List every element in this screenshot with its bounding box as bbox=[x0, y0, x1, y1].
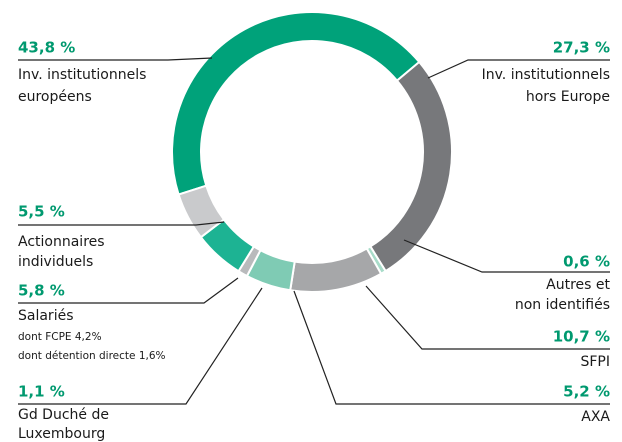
donut-segment bbox=[171, 11, 421, 196]
segment-label: Actionnaires bbox=[18, 234, 105, 250]
segment-label: Inv. institutionnels bbox=[18, 67, 146, 83]
donut-segment bbox=[289, 247, 383, 293]
segment-label: hors Europe bbox=[526, 89, 610, 105]
value-label: 5,2 % bbox=[563, 383, 610, 401]
segment-detail: dont détention directe 1,6% bbox=[18, 350, 166, 362]
segment-label: Gd Duché de bbox=[18, 407, 109, 423]
segment-label: Luxembourg bbox=[18, 426, 105, 442]
leader-line bbox=[365, 285, 610, 350]
segment-label: Autres et bbox=[546, 277, 610, 293]
segment-label: non identifiés bbox=[515, 297, 610, 313]
segment-label: individuels bbox=[18, 254, 93, 270]
value-label: 0,6 % bbox=[563, 253, 610, 271]
donut-segment bbox=[368, 60, 453, 273]
segment-label: SFPI bbox=[580, 354, 610, 370]
leader-line bbox=[293, 290, 610, 405]
segment-label: européens bbox=[18, 89, 92, 105]
leader-line bbox=[18, 57, 213, 61]
leader-line bbox=[18, 287, 263, 405]
segment-label: Salariés bbox=[18, 308, 74, 324]
donut-segment bbox=[177, 184, 226, 239]
value-label: 43,8 % bbox=[18, 39, 75, 57]
leader-line bbox=[18, 221, 225, 226]
segment-label: Inv. institutionnels bbox=[482, 67, 610, 83]
value-label: 5,5 % bbox=[18, 203, 65, 221]
value-label: 1,1 % bbox=[18, 383, 65, 401]
segment-label: AXA bbox=[581, 409, 610, 425]
leader-line bbox=[18, 277, 239, 304]
value-label: 27,3 % bbox=[553, 39, 610, 57]
leader-line bbox=[427, 59, 610, 79]
value-label: 5,8 % bbox=[18, 282, 65, 300]
segment-detail: dont FCPE 4,2% bbox=[18, 331, 102, 343]
value-label: 10,7 % bbox=[553, 328, 610, 346]
leader-line bbox=[403, 239, 610, 273]
